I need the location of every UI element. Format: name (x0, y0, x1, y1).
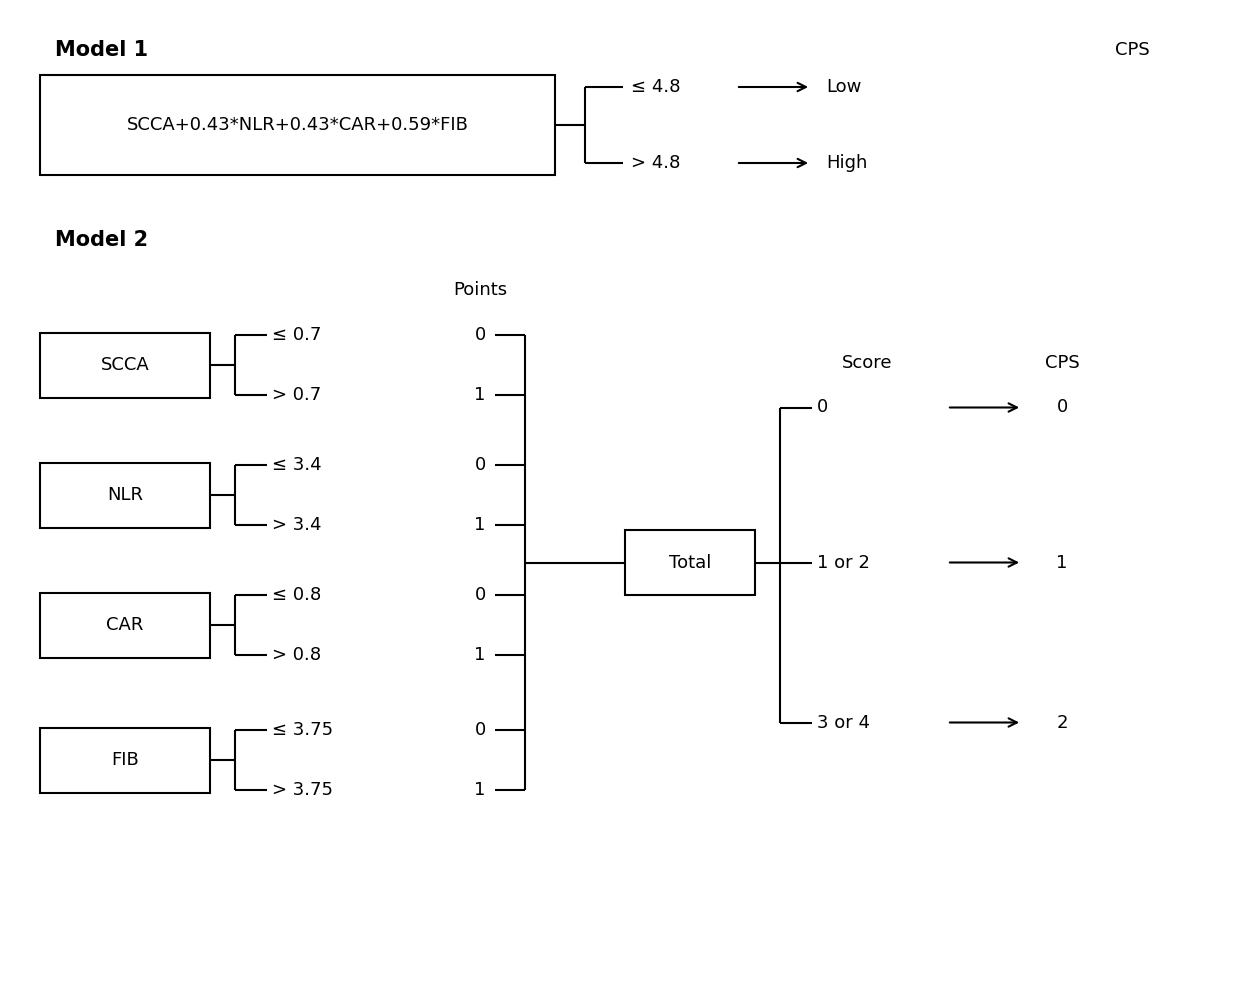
Text: ≤ 0.8: ≤ 0.8 (272, 586, 321, 604)
Text: > 0.8: > 0.8 (272, 646, 321, 664)
Text: Low: Low (826, 78, 862, 96)
Text: 3 or 4: 3 or 4 (817, 714, 870, 732)
Bar (625, 530, 755, 595)
Text: ≤ 3.4: ≤ 3.4 (272, 456, 321, 474)
Text: 1: 1 (1056, 554, 1068, 572)
Text: Score: Score (842, 354, 893, 372)
Text: NLR: NLR (107, 486, 143, 504)
Text: Model 1: Model 1 (55, 40, 148, 60)
Text: 0: 0 (1056, 399, 1068, 416)
Text: 1: 1 (475, 646, 486, 664)
Text: 1: 1 (475, 516, 486, 534)
Text: SCCA+0.43*NLR+0.43*CAR+0.59*FIB: SCCA+0.43*NLR+0.43*CAR+0.59*FIB (126, 116, 469, 134)
Text: > 3.75: > 3.75 (272, 781, 334, 799)
Text: 1 or 2: 1 or 2 (817, 554, 870, 572)
Text: CPS: CPS (1044, 354, 1079, 372)
Text: > 0.7: > 0.7 (272, 386, 321, 404)
Text: Points: Points (453, 281, 507, 299)
Text: CPS: CPS (1115, 41, 1149, 59)
Text: 0: 0 (475, 721, 486, 739)
Text: 2: 2 (1056, 714, 1068, 732)
Bar (40, 75, 556, 175)
Text: 1: 1 (475, 781, 486, 799)
Bar (40, 463, 210, 528)
Text: Total: Total (668, 554, 712, 572)
Text: High: High (826, 154, 867, 172)
Text: SCCA: SCCA (100, 356, 149, 374)
Text: FIB: FIB (112, 751, 139, 769)
Bar (40, 333, 210, 398)
Text: 0: 0 (817, 399, 828, 416)
Text: Model 2: Model 2 (55, 230, 148, 250)
Text: 0: 0 (475, 456, 486, 474)
Text: ≤ 0.7: ≤ 0.7 (272, 326, 321, 344)
Text: ≤ 3.75: ≤ 3.75 (272, 721, 334, 739)
Text: 0: 0 (475, 586, 486, 604)
Text: 1: 1 (475, 386, 486, 404)
Text: CAR: CAR (107, 616, 144, 634)
Text: > 4.8: > 4.8 (631, 154, 681, 172)
Text: 0: 0 (475, 326, 486, 344)
Text: > 3.4: > 3.4 (272, 516, 321, 534)
Bar (40, 593, 210, 658)
Text: ≤ 4.8: ≤ 4.8 (631, 78, 681, 96)
Bar (40, 728, 210, 793)
